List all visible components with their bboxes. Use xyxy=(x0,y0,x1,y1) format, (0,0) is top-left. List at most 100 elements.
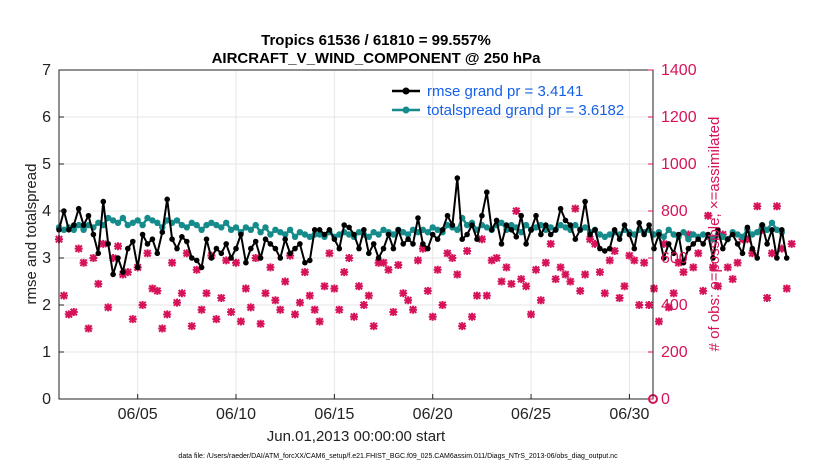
series-point xyxy=(651,245,657,252)
series-point xyxy=(656,231,662,238)
series-point xyxy=(331,236,338,242)
obs-point xyxy=(733,258,742,267)
obs-point xyxy=(99,239,108,248)
series-point xyxy=(164,196,170,203)
series-point xyxy=(552,227,559,233)
series-point xyxy=(375,255,382,261)
series-point xyxy=(424,229,431,236)
series-point xyxy=(203,221,210,229)
series-point xyxy=(114,219,122,226)
series-point xyxy=(178,221,186,229)
series-point xyxy=(355,229,363,236)
series-point xyxy=(297,241,303,247)
obs-point xyxy=(492,254,501,262)
obs-point xyxy=(654,317,663,326)
series-point xyxy=(543,222,549,228)
obs-point xyxy=(340,268,349,277)
series-point xyxy=(400,241,407,247)
series-point xyxy=(557,221,564,229)
obs-point xyxy=(295,298,304,307)
series-point xyxy=(71,222,77,228)
series-point xyxy=(247,226,254,233)
obs-point xyxy=(325,249,334,258)
series-point xyxy=(302,259,308,266)
series-point xyxy=(719,233,726,240)
obs-point xyxy=(787,239,796,248)
obs-point xyxy=(423,286,432,295)
series-point xyxy=(410,241,416,247)
series-point xyxy=(763,226,771,233)
obs-point xyxy=(187,322,196,331)
series-point xyxy=(139,231,146,238)
series-point xyxy=(518,212,524,219)
obs-point xyxy=(177,289,186,298)
obs-point xyxy=(433,265,442,274)
obs-point xyxy=(625,251,634,260)
series-point xyxy=(296,229,304,236)
series-point xyxy=(341,222,348,228)
series-point xyxy=(287,250,293,257)
series-point xyxy=(233,245,239,252)
series-point xyxy=(193,257,200,264)
series-point xyxy=(459,236,466,242)
series-point xyxy=(257,229,264,236)
series-point xyxy=(282,236,289,242)
obs-point xyxy=(256,319,265,328)
series-point xyxy=(498,241,505,247)
series-point xyxy=(267,231,274,238)
obs-point xyxy=(394,261,403,270)
series-point xyxy=(685,236,692,243)
obs-point xyxy=(743,235,752,244)
obs-point xyxy=(123,268,132,277)
obs-point xyxy=(104,303,113,312)
obs-point xyxy=(763,293,772,302)
obs-point xyxy=(109,254,118,262)
y-axis-right-label: # of obs: o=possible; ×=assimilated xyxy=(706,117,723,352)
series-point xyxy=(85,212,92,219)
series-point xyxy=(720,245,726,252)
series-point xyxy=(385,231,392,238)
series-point xyxy=(282,231,289,238)
series-point xyxy=(582,198,588,205)
series-point xyxy=(80,222,87,228)
obs-point xyxy=(777,244,786,253)
obs-point xyxy=(546,239,555,248)
series-point xyxy=(606,231,613,238)
y-right-tick-label: 1400 xyxy=(661,62,697,79)
obs-point xyxy=(541,258,550,267)
series-point xyxy=(498,219,505,226)
series-point xyxy=(533,212,539,219)
series-point xyxy=(454,175,461,181)
series-point xyxy=(198,226,205,233)
series-point xyxy=(665,241,672,247)
y-tick-label: 4 xyxy=(42,203,51,220)
series-point xyxy=(218,224,225,231)
series-point xyxy=(522,221,530,229)
chart-title: Tropics 61536 / 61810 = 99.557% xyxy=(261,32,491,49)
obs-point xyxy=(704,211,713,220)
obs-point xyxy=(320,282,329,291)
obs-point xyxy=(448,254,457,262)
series-point xyxy=(316,231,323,238)
obs-point xyxy=(94,279,103,288)
obs-point xyxy=(713,282,722,291)
series-point xyxy=(189,255,195,261)
obs-point xyxy=(399,289,408,298)
y-tick-label: 6 xyxy=(42,109,51,126)
series-point xyxy=(690,231,697,238)
obs-point xyxy=(266,263,275,272)
series-point xyxy=(130,238,136,245)
obs-point xyxy=(138,301,147,309)
obs-point xyxy=(364,291,373,300)
series-point xyxy=(277,255,284,261)
series-point xyxy=(203,236,210,242)
x-axis-label: Jun.01,2013 00:00:00 start xyxy=(267,428,446,445)
obs-point xyxy=(404,296,413,305)
obs-point xyxy=(482,291,491,300)
legend-spread-label: totalspread grand pr = 3.6182 xyxy=(427,102,624,119)
series-point xyxy=(336,245,343,252)
obs-point xyxy=(728,275,737,284)
obs-point xyxy=(468,312,477,321)
obs-point xyxy=(595,268,604,277)
obs-point xyxy=(620,282,629,291)
